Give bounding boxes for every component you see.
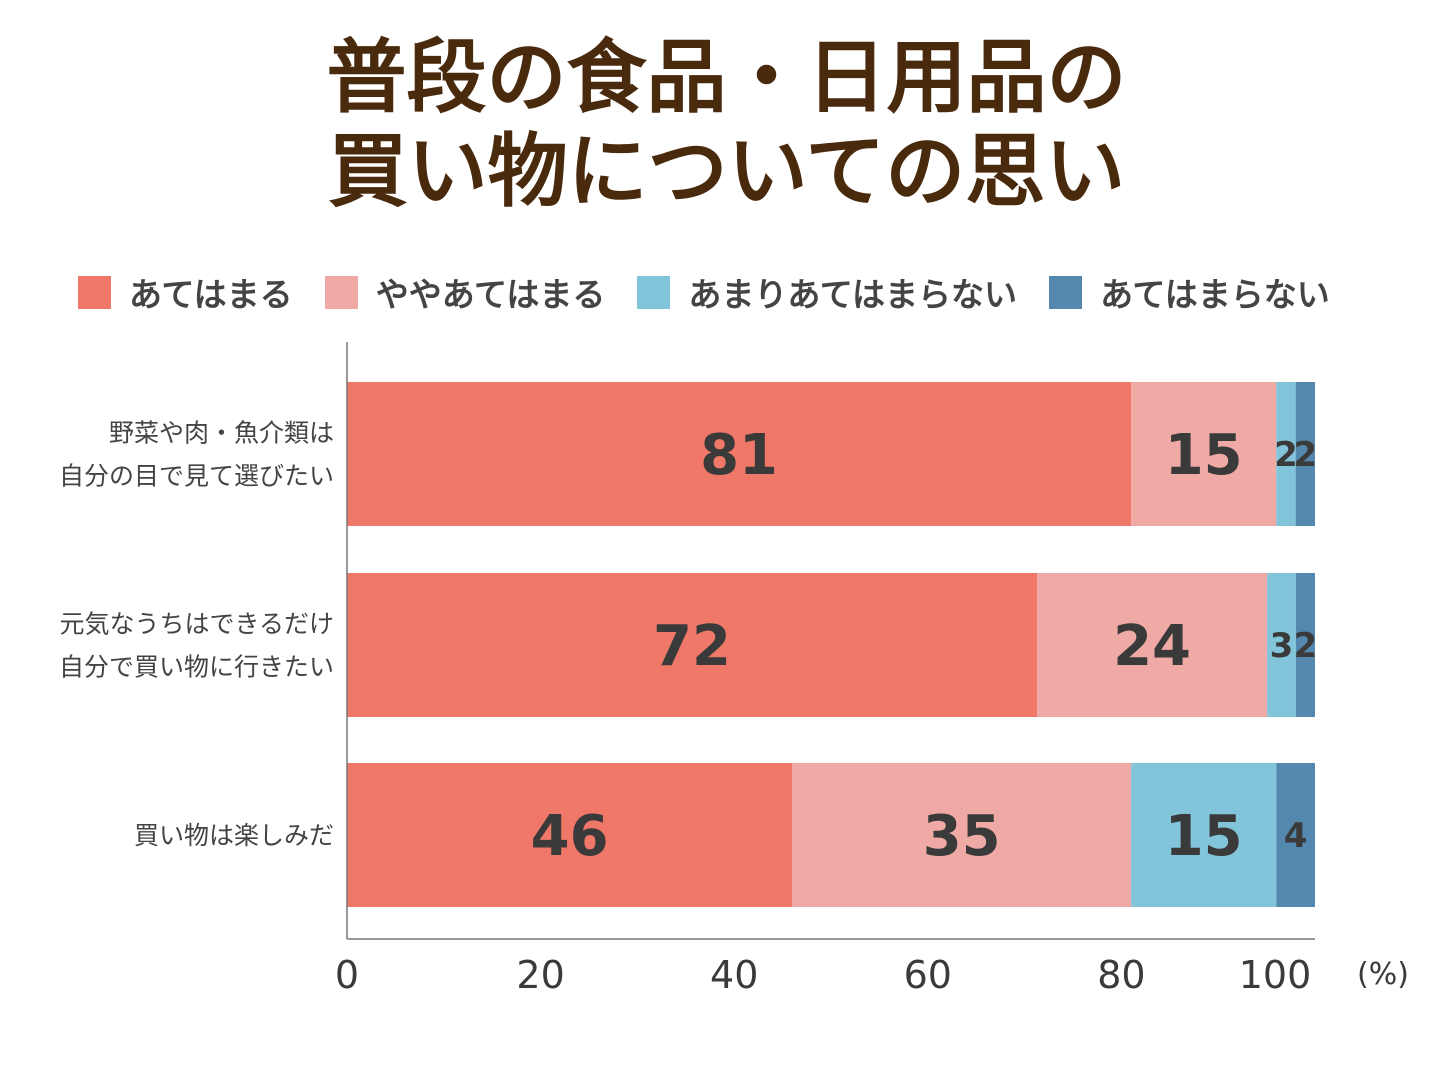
legend: あてはまる ややあてはまる あまりあてはまらない あてはまらない bbox=[78, 268, 1362, 316]
data-label: 46 bbox=[531, 804, 609, 869]
legend-swatch bbox=[78, 275, 111, 309]
x-tick-label: 100 bbox=[1239, 953, 1312, 997]
bar-segment bbox=[1131, 763, 1277, 907]
data-label: 2 bbox=[1274, 435, 1298, 475]
legend-item: あてはまる bbox=[78, 268, 293, 316]
legend-item: あまりあてはまらない bbox=[637, 268, 1017, 316]
category-label: 買い物は楽しみだ bbox=[134, 821, 334, 850]
bar-segment bbox=[1295, 382, 1315, 526]
data-label: 81 bbox=[700, 423, 778, 488]
bar-segment bbox=[1295, 573, 1315, 717]
x-tick-label: 60 bbox=[904, 953, 952, 997]
x-tick-label: 20 bbox=[516, 953, 564, 997]
category-label: 野菜や肉・魚介類は bbox=[109, 419, 334, 448]
legend-item: あてはまらない bbox=[1049, 268, 1330, 316]
legend-swatch bbox=[637, 275, 671, 309]
data-label: 24 bbox=[1113, 614, 1191, 679]
data-label: 3 bbox=[1270, 626, 1294, 666]
category-label: 自分で買い物に行きたい bbox=[59, 653, 334, 682]
bar-segment bbox=[1276, 763, 1315, 907]
bar-segment bbox=[1131, 382, 1277, 526]
legend-label: あてはまる bbox=[129, 275, 293, 314]
data-label: 15 bbox=[1165, 804, 1243, 869]
data-label: 2 bbox=[1294, 626, 1318, 666]
legend-label: あまりあてはまらない bbox=[688, 275, 1018, 314]
chart-title-line-1: 普段の食品・日用品の bbox=[326, 31, 1127, 124]
bar-segment bbox=[1267, 573, 1296, 717]
data-label: 35 bbox=[923, 804, 1001, 869]
bar-segment bbox=[792, 763, 1132, 907]
legend-swatch bbox=[1049, 275, 1083, 309]
legend-swatch bbox=[324, 275, 358, 309]
bar-segment bbox=[1276, 382, 1296, 526]
bar-segment bbox=[347, 382, 1132, 526]
legend-item: ややあてはまる bbox=[324, 268, 606, 316]
chart-title-line-2: 買い物についての思い bbox=[327, 125, 1126, 218]
category-label: 元気なうちはできるだけ bbox=[59, 610, 334, 639]
x-tick-label: 80 bbox=[1097, 953, 1145, 997]
category-label: 自分の目で見て選びたい bbox=[59, 462, 334, 491]
legend-label: ややあてはまる bbox=[375, 275, 606, 314]
bar-segment bbox=[347, 573, 1038, 717]
x-unit-label: (%) bbox=[1357, 957, 1409, 992]
x-tick-label: 0 bbox=[335, 953, 359, 997]
bar-segment bbox=[347, 763, 793, 907]
legend-label: あてはまらない bbox=[1100, 275, 1330, 314]
bar-segment bbox=[1037, 573, 1268, 717]
data-label: 15 bbox=[1165, 423, 1243, 488]
x-tick-label: 40 bbox=[710, 953, 758, 997]
data-label: 72 bbox=[653, 614, 731, 679]
data-label: 4 bbox=[1284, 816, 1308, 856]
data-label: 2 bbox=[1293, 435, 1317, 475]
